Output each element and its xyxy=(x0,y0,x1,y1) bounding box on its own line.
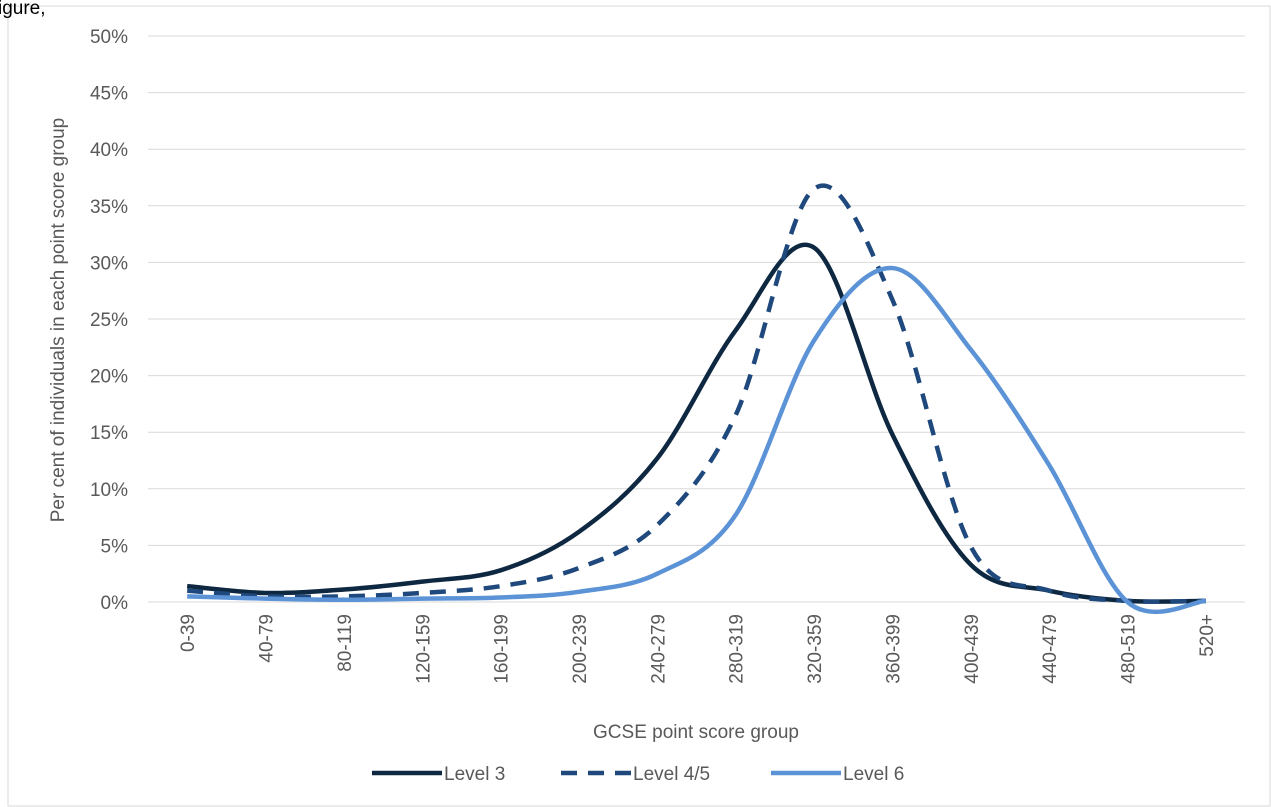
y-tick-label: 25% xyxy=(90,310,128,331)
y-tick-label: 45% xyxy=(90,84,128,105)
series-line xyxy=(186,242,1206,604)
x-tick-label: 360-399 xyxy=(883,614,904,684)
y-tick-label: 0% xyxy=(101,593,129,614)
x-tick-label: 40-79 xyxy=(257,614,278,663)
y-tick-label: 5% xyxy=(101,536,129,557)
legend-label: Level 6 xyxy=(843,764,904,785)
x-tick-label: 520+ xyxy=(1197,614,1218,657)
x-tick-label: 320-359 xyxy=(805,614,826,684)
x-tick-label: 0-39 xyxy=(178,614,199,652)
x-tick-label: 80-119 xyxy=(335,614,356,672)
chart-frame xyxy=(7,5,1271,807)
y-tick-label: 30% xyxy=(90,253,128,274)
x-tick-label: 120-159 xyxy=(413,614,434,684)
x-axis-title: GCSE point score group xyxy=(593,722,799,743)
legend-label: Level 4/5 xyxy=(633,764,710,785)
y-tick-label: 40% xyxy=(90,140,128,161)
y-tick-label: 20% xyxy=(90,367,128,388)
y-tick-label: 15% xyxy=(90,423,128,444)
series-line xyxy=(187,265,1207,615)
x-tick-label: 440-479 xyxy=(1040,614,1061,684)
x-tick-label: 160-199 xyxy=(492,614,513,684)
x-tick-label: 280-319 xyxy=(727,614,748,684)
y-tick-label: 50% xyxy=(90,27,128,48)
series-line xyxy=(187,183,1206,604)
y-axis-title: Per cent of individuals in each point sc… xyxy=(48,118,69,523)
x-tick-label: 400-439 xyxy=(962,614,983,684)
x-tick-label: 200-239 xyxy=(570,614,591,684)
header-fragment: igure, xyxy=(0,0,46,19)
y-tick-label: 10% xyxy=(90,480,128,501)
x-tick-label: 480-519 xyxy=(1118,614,1139,684)
y-tick-label: 35% xyxy=(90,197,128,218)
x-tick-label: 240-279 xyxy=(648,614,669,684)
legend-label: Level 3 xyxy=(444,764,505,785)
